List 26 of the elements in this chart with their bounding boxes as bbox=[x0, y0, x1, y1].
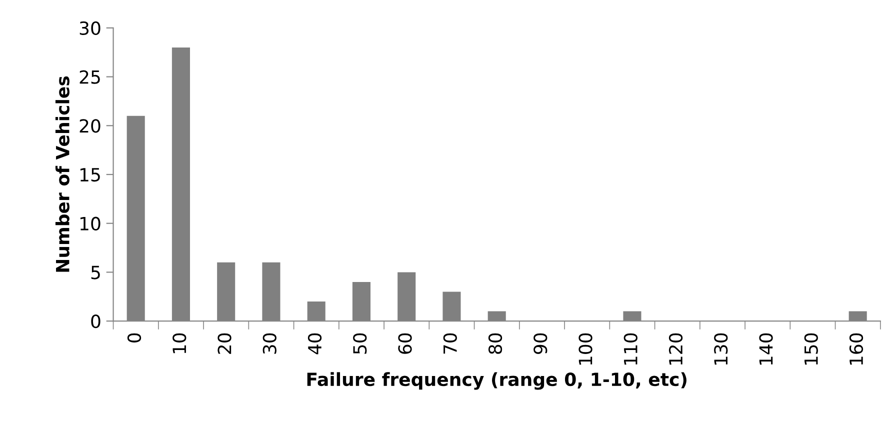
x-axis-title: Failure frequency (range 0, 1-10, etc) bbox=[307, 372, 686, 390]
x-tick-label: 80 bbox=[488, 333, 502, 354]
x-tick-label: 140 bbox=[759, 333, 773, 365]
x-tick-label: 100 bbox=[578, 333, 592, 365]
y-tick-label: 5 bbox=[91, 266, 100, 280]
y-tick-label: 25 bbox=[80, 70, 100, 84]
x-tick-label: 130 bbox=[714, 333, 728, 365]
x-tick-label: 50 bbox=[353, 333, 367, 354]
x-tick-label: 60 bbox=[398, 333, 412, 354]
x-tick-label: 110 bbox=[624, 333, 638, 365]
y-axis-title: Number of Vehicles bbox=[55, 76, 70, 272]
y-tick-label: 30 bbox=[80, 21, 100, 36]
x-tick-label: 40 bbox=[308, 333, 322, 354]
x-tick-label: 150 bbox=[804, 333, 818, 365]
x-tick-label: 10 bbox=[172, 333, 186, 354]
x-tick-label: 20 bbox=[218, 333, 232, 354]
x-tick-label: 70 bbox=[443, 333, 457, 354]
y-tick-label: 20 bbox=[80, 119, 100, 133]
x-tick-label: 90 bbox=[534, 333, 548, 354]
y-tick-label: 0 bbox=[91, 314, 100, 328]
y-tick-label: 10 bbox=[80, 216, 100, 230]
x-tick-label: 30 bbox=[262, 333, 276, 354]
x-tick-label: 120 bbox=[668, 333, 683, 365]
x-tick-label: 160 bbox=[849, 333, 864, 365]
x-tick-label: 0 bbox=[127, 333, 142, 342]
y-tick-label: 15 bbox=[80, 168, 100, 182]
